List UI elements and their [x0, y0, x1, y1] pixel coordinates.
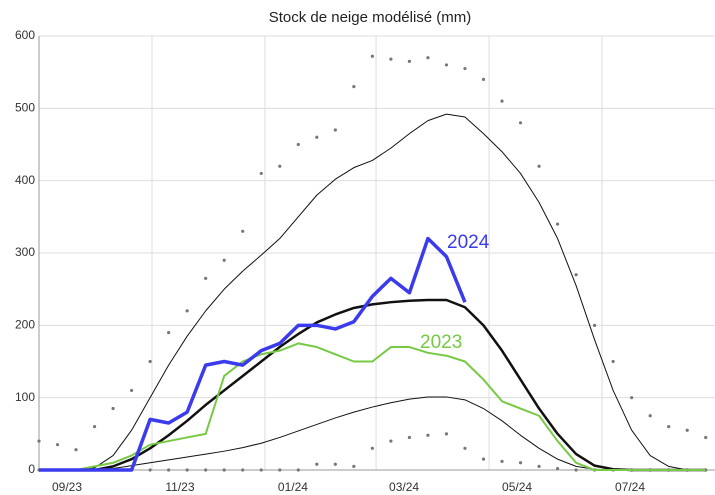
x-tick-label: 05/24 — [502, 480, 532, 494]
data-point — [315, 135, 319, 139]
x-tick-label: 11/23 — [165, 480, 194, 494]
data-point — [148, 359, 152, 364]
data-point — [555, 222, 560, 226]
data-point — [518, 121, 523, 125]
data-point — [593, 323, 597, 327]
data-point — [481, 457, 486, 461]
data-point — [315, 462, 319, 466]
data-point — [389, 439, 393, 443]
data-point — [407, 59, 412, 63]
data-point — [537, 164, 541, 168]
y-tick-label: 500 — [15, 101, 35, 115]
data-point — [426, 433, 430, 437]
y-tick-label: 200 — [15, 318, 35, 332]
data-point — [204, 468, 208, 472]
y-tick-label: 400 — [15, 173, 35, 187]
data-point — [259, 468, 263, 472]
data-point — [444, 63, 449, 67]
data-point — [426, 56, 430, 60]
data-point — [537, 464, 541, 468]
x-tick-label: 03/24 — [389, 480, 419, 494]
data-point — [389, 57, 393, 61]
data-point — [278, 164, 282, 168]
data-point — [500, 459, 504, 463]
data-point — [185, 468, 189, 472]
x-tick-label: 01/24 — [278, 480, 308, 494]
data-point — [574, 468, 578, 472]
series-line — [39, 236, 467, 472]
data-point — [352, 85, 356, 89]
data-point — [296, 142, 300, 147]
data-point — [204, 276, 208, 280]
data-point — [74, 448, 78, 452]
series-line — [39, 342, 706, 471]
data-point — [259, 171, 263, 176]
data-point — [648, 414, 652, 418]
series-label: 2024 — [447, 232, 490, 253]
data-point — [500, 99, 504, 103]
data-point — [611, 359, 615, 364]
series-line — [39, 113, 706, 471]
y-tick-label: 300 — [15, 245, 35, 259]
series-label: 2023 — [420, 332, 462, 353]
data-point — [148, 468, 152, 472]
data-point — [222, 468, 226, 472]
data-point — [241, 229, 245, 233]
data-point — [167, 330, 171, 335]
data-point — [37, 439, 41, 443]
data-point — [407, 435, 412, 440]
y-tick-label: 100 — [15, 390, 35, 404]
y-tick-label: 0 — [28, 462, 35, 476]
data-point — [463, 66, 467, 71]
data-point — [555, 466, 560, 471]
data-point — [667, 425, 671, 429]
data-point — [630, 396, 634, 400]
data-point — [370, 446, 374, 450]
data-point — [296, 468, 300, 472]
data-point — [130, 388, 134, 393]
y-tick-label: 600 — [15, 28, 35, 42]
data-point — [278, 468, 282, 472]
data-point — [333, 462, 337, 466]
series-line — [39, 396, 706, 471]
data-point — [333, 128, 337, 132]
x-tick-label: 09/23 — [52, 480, 82, 494]
data-point — [518, 461, 523, 465]
data-point — [574, 273, 578, 277]
data-point — [444, 432, 449, 436]
data-point — [92, 425, 97, 429]
data-point — [685, 428, 689, 432]
data-point — [185, 309, 189, 313]
x-tick-label: 07/24 — [615, 480, 645, 494]
data-point — [167, 468, 171, 472]
data-point — [463, 446, 467, 450]
data-point — [55, 443, 60, 447]
data-point — [481, 77, 486, 81]
data-point — [241, 468, 245, 472]
data-point — [222, 258, 226, 262]
data-point — [370, 54, 374, 58]
data-point — [704, 435, 708, 440]
chart-title: Stock de neige modélisé (mm) — [269, 9, 472, 26]
data-point — [111, 406, 115, 411]
series-line — [39, 298, 706, 472]
data-point — [352, 464, 356, 468]
